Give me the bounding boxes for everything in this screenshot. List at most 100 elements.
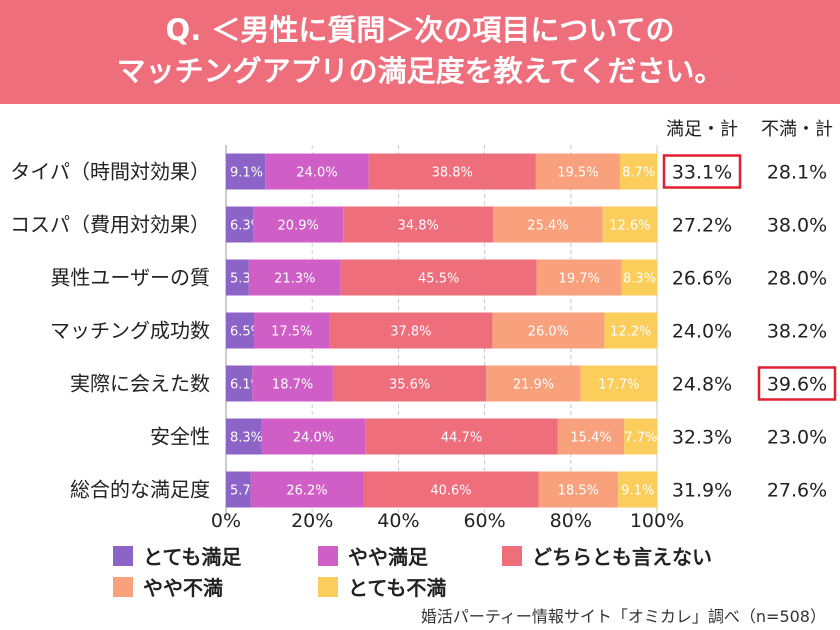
bar-segment (557, 418, 625, 455)
dissatisfied-total: 23.0% (767, 427, 827, 449)
bar-value-label: 20.9% (278, 219, 319, 234)
bar-segment (226, 418, 262, 455)
legend-item-very-satisfied: とても満足 (113, 541, 241, 570)
bar-segment (363, 471, 539, 508)
satisfied-total: 24.8% (672, 374, 732, 396)
bar-value-label: 8.3% (623, 272, 656, 287)
legend-swatch (113, 545, 133, 566)
bar-segment (602, 206, 657, 243)
satisfied-total: 32.3% (672, 427, 732, 449)
bar-segment (618, 471, 658, 508)
category-label: 実際に会えた数 (70, 372, 210, 396)
bar-segment (343, 206, 494, 243)
title-banner: Q. ＜男性に質問＞次の項目についての マッチングアプリの満足度を教えてください… (0, 0, 840, 104)
bar-value-label: 24.0% (296, 166, 337, 181)
bar-segment (332, 365, 487, 402)
legend-swatch (502, 545, 522, 566)
x-tick-label: 20% (291, 510, 333, 532)
bar-value-label: 44.7% (441, 431, 482, 446)
bar-value-label: 7.7% (624, 431, 657, 446)
dissatisfied-total: 27.6% (767, 480, 827, 502)
satisfied-total: 33.1% (672, 162, 732, 184)
category-label: 総合的な満足度 (70, 478, 210, 502)
bar-segment (261, 418, 366, 455)
x-tick-label: 60% (463, 510, 505, 532)
bar-value-label: 34.8% (398, 219, 439, 234)
x-tick-label: 40% (377, 510, 419, 532)
bar-segment (265, 153, 369, 190)
bar-value-label: 25.4% (527, 219, 568, 234)
legend-swatch (113, 576, 133, 597)
bar-segment (580, 365, 657, 402)
legend-label: やや不満 (143, 576, 223, 600)
highlight-box (662, 154, 742, 189)
category-label: コスパ（費用対効果） (10, 213, 210, 237)
bar-segment (226, 312, 255, 349)
bar-value-label: 40.6% (430, 484, 471, 499)
bar-segment (226, 153, 266, 190)
bar-value-label: 26.2% (286, 484, 327, 499)
bar-segment (226, 471, 251, 508)
bar-segment (365, 418, 558, 455)
legend-label: やや満足 (348, 545, 428, 569)
bar-segment (248, 259, 341, 296)
satisfied-total: 31.9% (672, 480, 732, 502)
bar-segment (536, 259, 622, 296)
bar-value-label: 45.5% (418, 272, 459, 287)
satisfied-total: 24.0% (672, 321, 732, 343)
bar-value-label: 9.1% (621, 484, 654, 499)
bar-value-label: 21.9% (513, 378, 554, 393)
bar-value-label: 19.5% (557, 166, 598, 181)
summary-header-dissatisfied: 不満・計 (761, 119, 833, 140)
bar-value-label: 9.1% (230, 166, 263, 181)
satisfied-total: 26.6% (672, 268, 732, 290)
legend-label: とても不満 (348, 576, 447, 600)
bar-segment (619, 153, 658, 190)
source-note: 婚活パーティー情報サイト「オミカレ」調べ（n=508） (420, 607, 826, 626)
dissatisfied-total: 28.0% (767, 268, 827, 290)
legend-item-somewhat-satisfied: やや満足 (318, 541, 428, 570)
bar-value-label: 17.5% (271, 325, 312, 340)
legend-swatch (318, 576, 338, 597)
bar-segment (252, 365, 333, 402)
bar-segment (254, 312, 330, 349)
legend-item-somewhat-dissatisfied: やや不満 (113, 572, 223, 601)
bar-value-label: 15.4% (570, 431, 611, 446)
category-label: マッチング成功数 (50, 319, 210, 343)
bar-segment (340, 259, 537, 296)
bar-value-label: 18.7% (272, 378, 313, 393)
bar-segment (486, 365, 581, 402)
legend-label: とても満足 (143, 545, 242, 569)
x-tick-label: 0% (211, 510, 241, 532)
bar-segment (329, 312, 493, 349)
category-label: 異性ユーザーの質 (50, 266, 210, 290)
legend-label: どちらとも言えない (532, 545, 712, 569)
dissatisfied-total: 38.0% (767, 215, 827, 237)
satisfied-total: 27.2% (672, 215, 732, 237)
legend-swatch (318, 545, 338, 566)
category-label: 安全性 (150, 425, 210, 449)
bar-value-label: 24.0% (293, 431, 334, 446)
bar-value-label: 37.8% (390, 325, 431, 340)
x-tick-label: 80% (550, 510, 592, 532)
category-label: タイパ（時間対効果） (10, 160, 210, 184)
title-line-2: マッチングアプリの満足度を教えてください。 (116, 54, 724, 88)
bar-value-label: 12.2% (610, 325, 651, 340)
bar-segment (226, 206, 254, 243)
bar-segment (621, 259, 658, 296)
summary-header-satisfied: 満足・計 (666, 119, 738, 140)
bar-segment (226, 259, 249, 296)
bar-segment (226, 365, 253, 402)
x-tick-label: 100% (630, 510, 684, 532)
bar-value-label: 12.6% (609, 219, 650, 234)
highlight-box (757, 366, 837, 401)
bar-segment (493, 206, 603, 243)
bar-segment (604, 312, 657, 349)
bar-value-label: 19.7% (559, 272, 600, 287)
dissatisfied-total: 38.2% (767, 321, 827, 343)
bar-segment (250, 471, 364, 508)
bar-value-label: 21.3% (274, 272, 315, 287)
bar-segment (368, 153, 536, 190)
bar-segment (492, 312, 605, 349)
